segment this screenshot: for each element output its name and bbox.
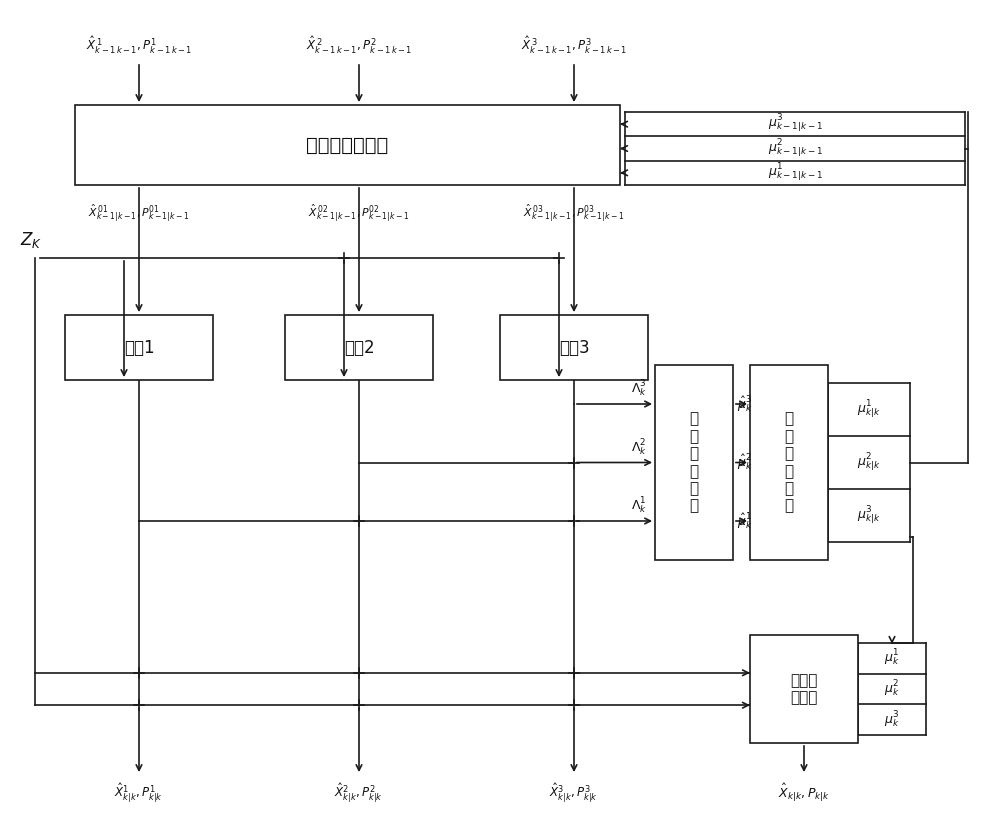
Text: $Z_K$: $Z_K$ (20, 230, 42, 250)
Text: 模型1: 模型1 (124, 339, 154, 356)
Text: $\Lambda^1_k$: $\Lambda^1_k$ (631, 496, 647, 516)
Bar (285, 315, 433, 380)
Bar (655, 365, 733, 560)
Text: 模型2: 模型2 (344, 339, 374, 356)
Text: $\hat{\mu}^3_k$: $\hat{\mu}^3_k$ (737, 395, 753, 414)
Text: $\hat{X}^1_{k|k},P^1_{k|k}$: $\hat{X}^1_{k|k},P^1_{k|k}$ (114, 782, 164, 805)
Text: 变结构多模集合: 变结构多模集合 (306, 135, 389, 155)
Bar (750, 365, 828, 560)
Text: $\hat{X}^{\,02}_{k-1|k-1},P^{02}_{k-1|k-1}$: $\hat{X}^{\,02}_{k-1|k-1},P^{02}_{k-1|k-… (308, 202, 410, 223)
Bar (65, 315, 213, 380)
Text: $\mu^1_k$: $\mu^1_k$ (884, 648, 900, 669)
Text: $\hat{X}_{k|k},P_{k|k}$: $\hat{X}_{k|k},P_{k|k}$ (778, 782, 830, 804)
Text: 模
型
概
率
更
新: 模 型 概 率 更 新 (689, 411, 699, 513)
Text: 模
糊
推
理
系
统: 模 糊 推 理 系 统 (784, 411, 794, 513)
Bar (75, 105, 620, 185)
Text: $\hat{\mu}^1_k$: $\hat{\mu}^1_k$ (737, 512, 753, 531)
Text: $\hat{X}^{\,03}_{k-1|k-1},P^{03}_{k-1|k-1}$: $\hat{X}^{\,03}_{k-1|k-1},P^{03}_{k-1|k-… (523, 202, 625, 223)
Bar (750, 635, 858, 743)
Text: $\mu^2_{k-1|k-1}$: $\mu^2_{k-1|k-1}$ (768, 137, 822, 160)
Text: $\mu^1_{k-1|k-1}$: $\mu^1_{k-1|k-1}$ (768, 161, 822, 184)
Text: $\mu^3_{k-1|k-1}$: $\mu^3_{k-1|k-1}$ (768, 113, 822, 135)
Text: $\hat{X}^3_{k|k},P^3_{k|k}$: $\hat{X}^3_{k|k},P^3_{k|k}$ (549, 782, 599, 805)
Text: $\mu^1_{k|k}$: $\mu^1_{k|k}$ (857, 399, 881, 421)
Text: 滤波估
计融合: 滤波估 计融合 (790, 673, 818, 706)
Text: $\hat{X}^2_{k|k},P^2_{k|k}$: $\hat{X}^2_{k|k},P^2_{k|k}$ (334, 782, 384, 805)
Text: $\hat{\mu}^2_k$: $\hat{\mu}^2_k$ (737, 453, 753, 472)
Text: $\mu^2_{k|k}$: $\mu^2_{k|k}$ (857, 451, 881, 473)
Text: $\Lambda^3_k$: $\Lambda^3_k$ (631, 379, 647, 399)
Text: $\hat{X}^{\,2}_{k-1\,k-1},P^2_{k-1\,k-1}$: $\hat{X}^{\,2}_{k-1\,k-1},P^2_{k-1\,k-1}… (306, 34, 412, 56)
Text: $\hat{X}^{\,01}_{k-1|k-1},P^{01}_{k-1|k-1}$: $\hat{X}^{\,01}_{k-1|k-1},P^{01}_{k-1|k-… (88, 202, 190, 223)
Bar (500, 315, 648, 380)
Text: $\hat{X}^{\,1}_{k-1\,k-1},P^1_{k-1\,k-1}$: $\hat{X}^{\,1}_{k-1\,k-1},P^1_{k-1\,k-1}… (86, 34, 192, 56)
Text: $\mu^2_k$: $\mu^2_k$ (884, 679, 900, 699)
Text: $\hat{X}^{\,3}_{k-1\,k-1},P^3_{k-1\,k-1}$: $\hat{X}^{\,3}_{k-1\,k-1},P^3_{k-1\,k-1}… (521, 34, 627, 56)
Text: $\mu^3_k$: $\mu^3_k$ (884, 710, 900, 730)
Text: $\Lambda^2_k$: $\Lambda^2_k$ (631, 437, 647, 457)
Text: 模型3: 模型3 (559, 339, 589, 356)
Text: $\mu^3_{k|k}$: $\mu^3_{k|k}$ (857, 504, 881, 527)
